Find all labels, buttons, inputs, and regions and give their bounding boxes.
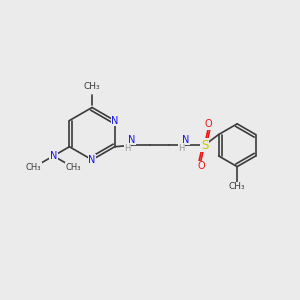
Text: H: H: [178, 144, 184, 153]
Text: O: O: [204, 119, 212, 129]
Text: N: N: [182, 135, 190, 145]
Text: N: N: [50, 151, 57, 161]
Text: N: N: [128, 135, 136, 145]
Text: CH₃: CH₃: [84, 82, 100, 91]
Text: N: N: [111, 116, 118, 126]
Text: CH₃: CH₃: [65, 163, 81, 172]
Text: S: S: [201, 139, 208, 152]
Text: N: N: [88, 155, 96, 165]
Text: CH₃: CH₃: [26, 163, 41, 172]
Text: CH₃: CH₃: [229, 182, 245, 191]
Text: O: O: [197, 161, 205, 171]
Text: H: H: [124, 144, 130, 153]
